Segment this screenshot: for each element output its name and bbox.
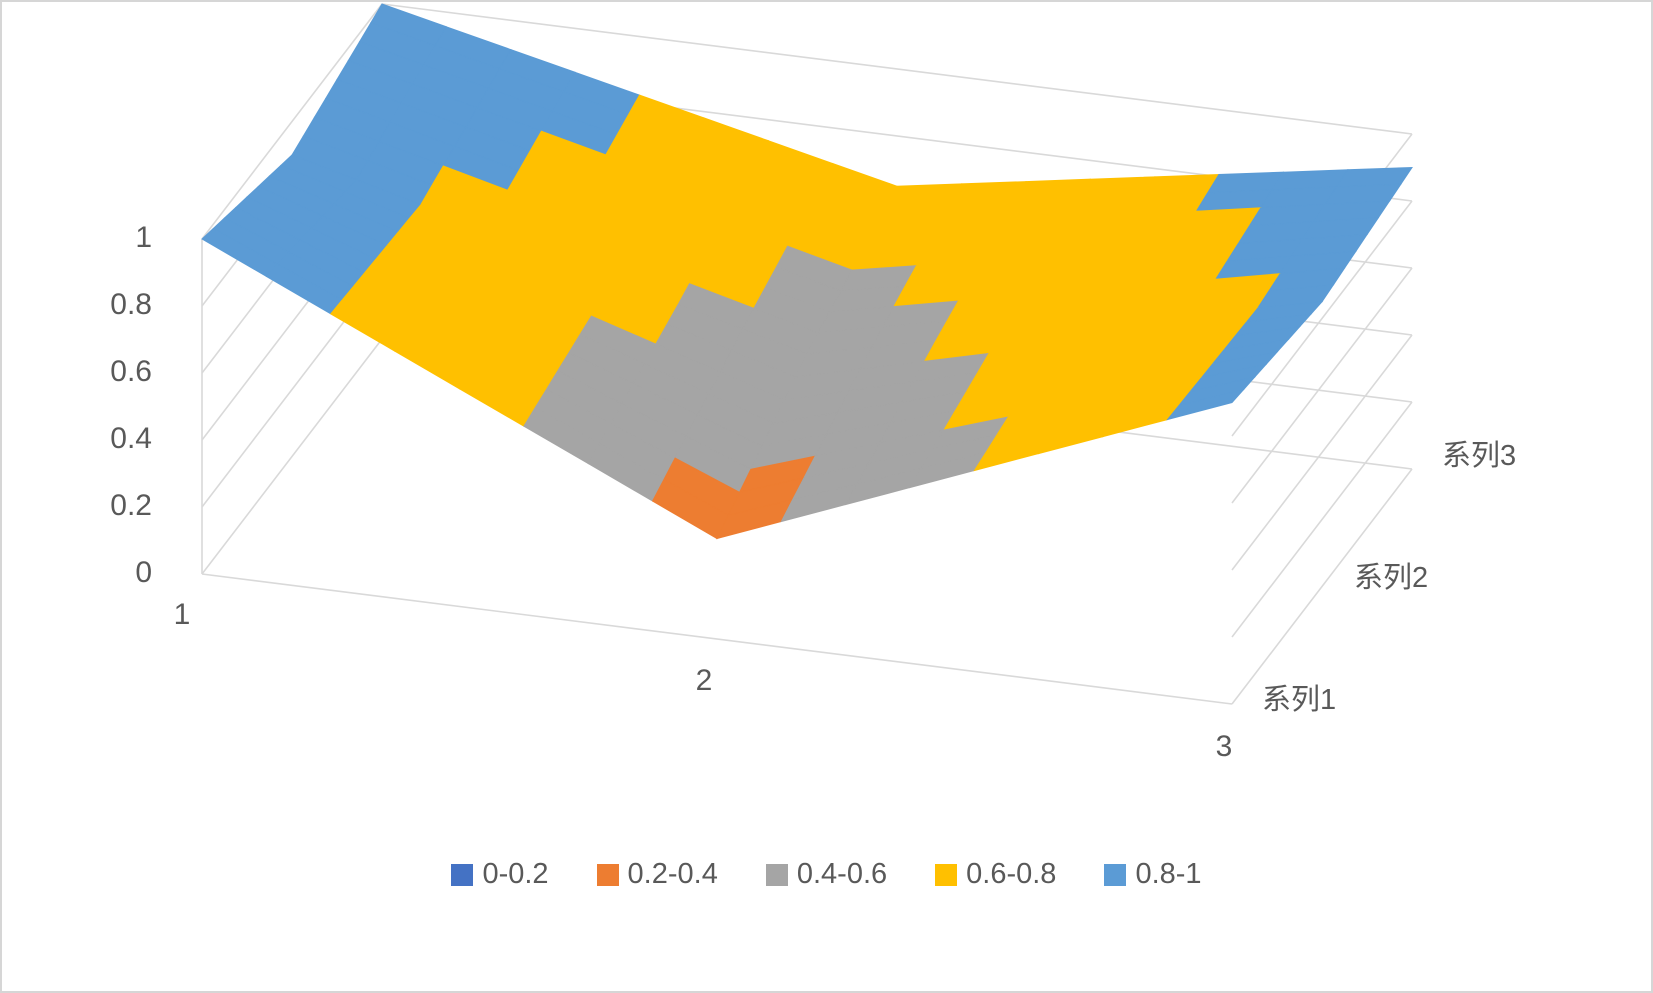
legend-label: 0.6-0.8: [966, 858, 1057, 890]
legend-label: 0.8-1: [1135, 858, 1202, 890]
gridline: [1231, 401, 1413, 638]
gridline: [201, 573, 1233, 705]
category-label-3: 3: [1215, 730, 1233, 763]
series-label-1: 系列1: [1262, 684, 1337, 716]
value-tick-0-8: 0.8: [110, 288, 152, 321]
legend-swatch-0-0.2: [451, 863, 474, 886]
series-label-3: 系列3: [1442, 440, 1517, 472]
gridline: [1231, 334, 1413, 571]
legend-label: 0-0.2: [482, 858, 549, 890]
value-tick-0-4: 0.4: [110, 422, 152, 455]
category-label-1: 1: [173, 598, 191, 631]
category-label-2: 2: [695, 664, 713, 697]
legend-item-0.2-0.4[interactable]: 0.2-0.4: [596, 858, 718, 891]
series-label-2: 系列2: [1354, 562, 1429, 594]
value-tick-0: 0: [135, 556, 152, 589]
legend-label: 0.4-0.6: [796, 858, 888, 890]
legend-item-0.4-0.6[interactable]: 0.4-0.6: [765, 858, 888, 891]
surface-facet: [1166, 389, 1245, 421]
gridline: [201, 338, 383, 575]
legend-swatch-0.4-0.6: [765, 863, 788, 886]
gridline: [1231, 468, 1413, 705]
gridline: [1231, 200, 1413, 437]
legend-item-0.6-0.8[interactable]: 0.6-0.8: [935, 858, 1056, 891]
legend: 0-0.2 0.2-0.4 0.4-0.6 0.6-0.8 0.8-1: [2, 858, 1651, 891]
legend-swatch-0.2-0.4: [596, 863, 619, 886]
legend-item-0-0.2[interactable]: 0-0.2: [451, 858, 549, 891]
legend-label: 0.2-0.4: [627, 858, 718, 890]
gridline: [201, 3, 383, 240]
gridline: [381, 3, 1413, 135]
gridline: [1231, 267, 1413, 504]
value-tick-0-6: 0.6: [110, 355, 152, 388]
legend-swatch-0.8-1: [1104, 863, 1127, 886]
legend-item-0.8-1[interactable]: 0.8-1: [1104, 858, 1202, 891]
value-tick-0-2: 0.2: [110, 489, 152, 522]
legend-swatch-0.6-0.8: [935, 863, 958, 886]
value-tick-1: 1: [135, 221, 152, 254]
